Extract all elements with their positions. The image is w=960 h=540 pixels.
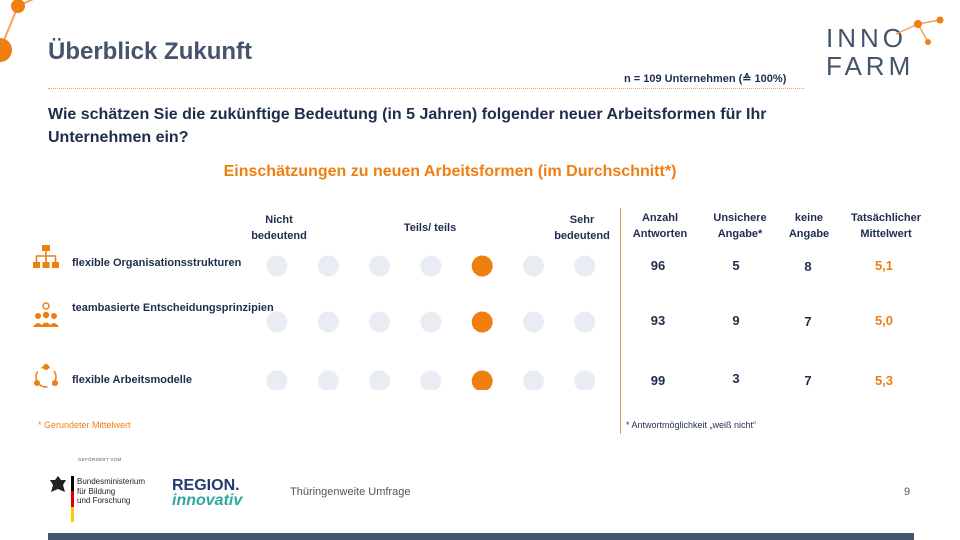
rating-dot: [369, 370, 391, 390]
footnote-rounded-mean: * Gerundeter Mittelwert: [38, 420, 131, 430]
row-org-no-answer: 8: [804, 259, 812, 274]
rating-dot: [420, 370, 442, 390]
row-org-answers: 96: [650, 258, 666, 273]
german-flag-bar: [71, 476, 74, 522]
innofarm-logo: INNO FARM: [826, 24, 914, 80]
ministry-line-2: für Bildung: [77, 486, 116, 496]
page-number: 9: [904, 486, 911, 498]
rating-dot: [420, 311, 442, 333]
row-team-unsure: 9: [732, 313, 740, 328]
rating-dot: [420, 255, 442, 277]
ministry-line-1: Bundesministerium: [77, 477, 146, 486]
row-label-org: flexible Organisationsstrukturen: [72, 257, 242, 269]
rating-dot: [523, 311, 544, 333]
rating-dot: [266, 370, 288, 390]
rating-dots: [266, 255, 596, 390]
row-label-work: flexible Arbeitsmodelle: [72, 374, 193, 386]
col-header-unsure: Unsichere Angabe*: [713, 212, 767, 240]
rating-dot: [317, 255, 339, 277]
rating-dot: [266, 311, 288, 333]
survey-question: Wie schätzen Sie die zukünftige Bedeutun…: [48, 106, 767, 146]
region-logo-line2: innovativ: [172, 492, 243, 509]
rating-dot: [369, 255, 391, 277]
network-decoration: [0, 0, 34, 62]
rating-dot: [523, 370, 544, 390]
logo-line1: INNO: [826, 23, 907, 53]
row-label-team: teambasierte Entscheidungsprinzipien: [72, 302, 274, 314]
row-work-unsure: 3: [732, 371, 740, 386]
chart-title: Einschätzungen zu neuen Arbeitsformen (i…: [223, 163, 677, 180]
rating-dot: [317, 311, 339, 333]
page-title: Überblick Zukunft: [48, 38, 253, 65]
rating-dot: [266, 255, 288, 277]
col-header-answers: Anzahl Antworten: [632, 212, 688, 240]
row-org-unsure: 5: [732, 258, 740, 273]
scale-label-low: Nicht bedeutend: [251, 214, 307, 242]
org-chart-icon: [33, 245, 59, 268]
row-team-answers: 93: [650, 313, 666, 328]
rating-dot: [574, 370, 596, 390]
rating-dot: [369, 311, 391, 333]
col-header-mean: Tatsächlicher Mittelwert: [850, 212, 922, 240]
title-divider: [48, 88, 804, 89]
cycle-people-icon: [34, 364, 58, 388]
sample-note: n = 109 Unternehmen (≙ 100%): [624, 73, 787, 85]
footnote-dont-know: * Antwortmöglichkeit „weiß nicht“: [626, 420, 757, 430]
row-work-answers: 99: [650, 373, 666, 388]
row-team-mean: 5,0: [874, 313, 894, 328]
rating-dot: [574, 311, 596, 333]
ministry-logo-text: Bundesministerium für Bildung und Forsch…: [77, 477, 145, 506]
ministry-line-3: und Forschung: [77, 496, 131, 505]
team-icon: [33, 302, 59, 327]
rating-dot-selected: [471, 255, 493, 277]
region-innovativ-logo: REGION. innovativ: [172, 477, 243, 509]
col-header-no-answer: keine Angabe: [788, 212, 830, 240]
federal-eagle-icon: [50, 476, 66, 492]
logo-line2: FARM: [826, 51, 915, 81]
row-org-mean: 5,1: [874, 258, 894, 273]
footer-caption: Thüringenweite Umfrage: [290, 486, 411, 498]
region-logo-line1: REGION.: [172, 477, 240, 494]
rating-dot: [574, 255, 596, 277]
funded-by-label: GEFÖRDERT VOM: [78, 457, 122, 462]
row-work-no-answer: 7: [804, 373, 812, 388]
logo-network-icon: [895, 16, 944, 45]
row-work-mean: 5,3: [874, 373, 894, 388]
rating-dot: [523, 255, 544, 277]
row-team-no-answer: 7: [804, 314, 812, 329]
scale-label-mid: Teils/ teils: [403, 222, 457, 234]
rating-dot-selected: [471, 311, 493, 333]
rating-dot: [317, 370, 339, 390]
scale-label-high: Sehr bedeutend: [554, 214, 610, 242]
column-divider: [620, 208, 621, 434]
rating-dot-selected: [471, 370, 493, 390]
bottom-bar: [48, 533, 914, 540]
